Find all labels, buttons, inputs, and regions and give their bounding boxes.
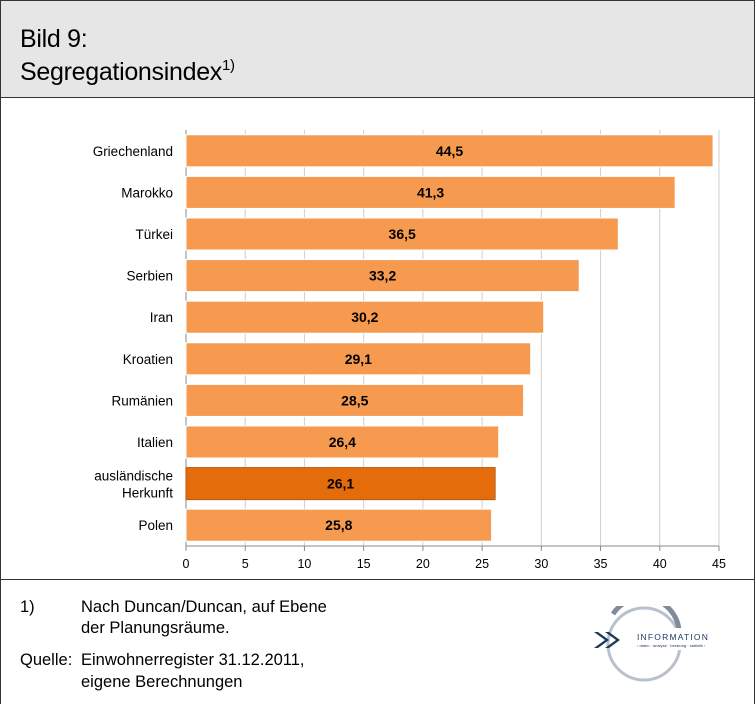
chevron-logo-icon: [594, 606, 753, 682]
logo-subtext: › daten · analyse · beratung · statistik…: [637, 643, 706, 648]
figure-number: Bild 9:: [20, 25, 88, 53]
data-label: 26,4: [329, 434, 356, 450]
data-label: 26,1: [327, 476, 354, 492]
bar: [185, 134, 714, 168]
bar: [185, 259, 580, 293]
footer-divider: [1, 579, 754, 580]
information-logo: INFORMATION › daten · analyse · beratung…: [594, 606, 753, 682]
bar: [185, 175, 676, 209]
figure-title-text: Segregationsindex: [20, 58, 222, 86]
category-label: Rumänien: [111, 393, 173, 408]
category-label: Kroatien: [123, 352, 173, 367]
bar: [185, 467, 496, 501]
bar: [185, 342, 532, 376]
bar: [185, 300, 545, 334]
bar-chart: Griechenland 44,5 Marokko 41,3 Türkei 36,5 Ser…: [93, 130, 726, 571]
data-label: 41,3: [417, 184, 444, 200]
data-label: 44,5: [436, 143, 463, 159]
data-label: 25,8: [325, 517, 352, 533]
source-label: Quelle:: [20, 651, 73, 669]
bar: [185, 425, 500, 459]
category-label: ausländische: [94, 469, 173, 484]
source-line-2: eigene Berechnungen: [81, 673, 243, 691]
category-label: Marokko: [121, 185, 173, 200]
bar: [185, 383, 525, 417]
data-label: 36,5: [389, 226, 416, 242]
footnote-line-1: Nach Duncan/Duncan, auf Ebene: [81, 598, 327, 616]
x-tick-label: 25: [475, 557, 489, 571]
bar: [185, 508, 493, 542]
bar: [185, 217, 619, 251]
data-label: 28,5: [341, 392, 368, 408]
x-tick-label: 15: [357, 557, 371, 571]
x-tick-label: 20: [416, 557, 430, 571]
data-label: 33,2: [369, 268, 396, 284]
x-tick-label: 45: [712, 557, 726, 571]
category-label: Herkunft: [122, 486, 173, 501]
figure-title: Segregationsindex1): [20, 57, 235, 87]
x-tick-label: 5: [242, 557, 249, 571]
category-label: Griechenland: [93, 144, 173, 159]
title-footnote-marker: 1): [222, 57, 235, 74]
x-tick-label: 35: [594, 557, 608, 571]
data-label: 29,1: [345, 351, 372, 367]
x-tick-label: 30: [534, 557, 548, 571]
category-label: Iran: [150, 310, 173, 325]
logo-text: INFORMATION: [637, 632, 709, 642]
x-tick-label: 0: [183, 557, 190, 571]
footnote-marker: 1): [20, 598, 35, 616]
source-line-1: Einwohnerregister 31.12.2011,: [81, 651, 305, 669]
category-label: Serbien: [126, 269, 173, 284]
category-label: Türkei: [135, 227, 173, 242]
figure-header: Bild 9: Segregationsindex1): [1, 0, 754, 98]
x-tick-label: 40: [653, 557, 667, 571]
category-label: Italien: [137, 435, 173, 450]
x-tick-label: 10: [297, 557, 311, 571]
category-label: Polen: [138, 518, 173, 533]
data-label: 30,2: [351, 309, 378, 325]
footnote-line-2: der Planungsräume.: [81, 619, 230, 637]
